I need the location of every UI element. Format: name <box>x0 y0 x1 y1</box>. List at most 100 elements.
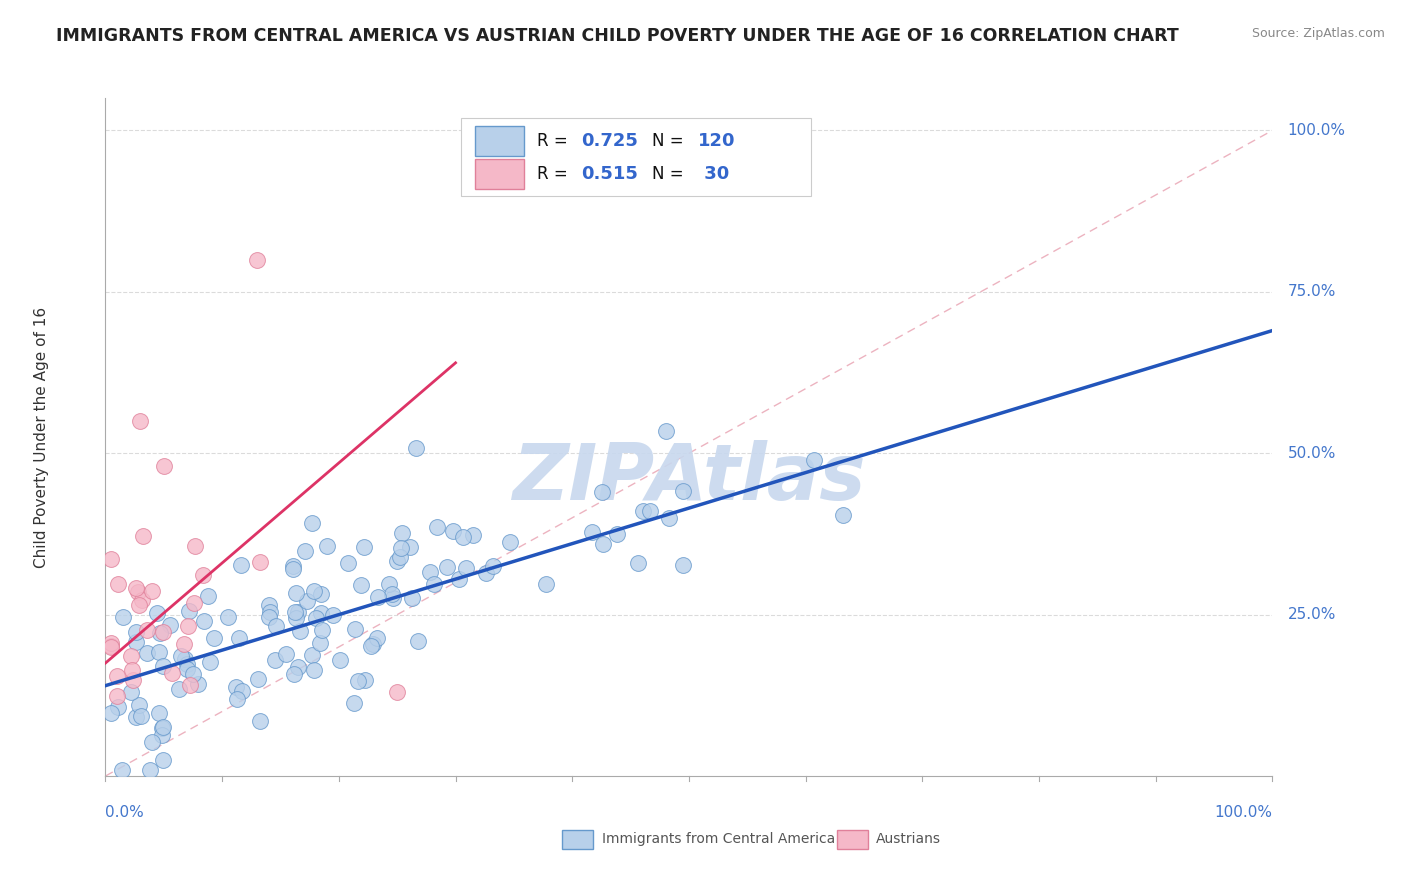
Text: Source: ZipAtlas.com: Source: ZipAtlas.com <box>1251 27 1385 40</box>
Point <box>197 589 219 603</box>
Point <box>263 653 285 667</box>
Point <box>419 565 441 579</box>
Point <box>177 604 200 618</box>
Point <box>138 763 160 777</box>
Point <box>136 646 159 660</box>
Point <box>302 583 325 598</box>
Point <box>148 645 170 659</box>
Point <box>167 681 190 696</box>
Text: 120: 120 <box>699 132 735 150</box>
Point <box>832 508 855 522</box>
Point <box>120 685 142 699</box>
Point <box>311 623 333 637</box>
Point <box>259 606 281 620</box>
Point <box>672 483 695 498</box>
Point <box>266 619 288 633</box>
Text: N =: N = <box>651 132 689 150</box>
Text: 100.0%: 100.0% <box>1215 805 1272 820</box>
Point <box>309 607 332 621</box>
Point <box>173 637 195 651</box>
Point <box>284 605 307 619</box>
Point <box>202 631 225 645</box>
Point <box>655 424 678 438</box>
Text: ZIPAtlas: ZIPAtlas <box>512 440 866 516</box>
Point <box>499 535 522 549</box>
Point <box>360 639 382 653</box>
Point <box>111 763 134 777</box>
Point <box>353 541 375 555</box>
Point <box>231 684 253 698</box>
Point <box>246 252 269 267</box>
Point <box>127 585 149 599</box>
Point <box>125 625 148 640</box>
Point <box>290 624 312 638</box>
Text: Austrians: Austrians <box>876 832 941 847</box>
Point <box>329 653 352 667</box>
Point <box>436 560 458 574</box>
Point <box>456 561 478 575</box>
Point <box>638 504 661 518</box>
Point <box>475 566 498 581</box>
Point <box>100 706 122 721</box>
Point <box>285 586 308 600</box>
FancyBboxPatch shape <box>475 126 524 156</box>
Point <box>276 647 298 661</box>
Point <box>152 459 174 474</box>
Text: 50.0%: 50.0% <box>1288 446 1336 461</box>
Text: IMMIGRANTS FROM CENTRAL AMERICA VS AUSTRIAN CHILD POVERTY UNDER THE AGE OF 16 CO: IMMIGRANTS FROM CENTRAL AMERICA VS AUSTR… <box>56 27 1180 45</box>
Point <box>257 598 280 612</box>
Point <box>302 663 325 677</box>
Point <box>447 572 470 586</box>
Point <box>120 649 142 664</box>
Point <box>247 673 270 687</box>
Point <box>605 527 627 541</box>
Point <box>131 593 153 607</box>
Point <box>107 577 129 591</box>
Point <box>149 625 172 640</box>
Point <box>581 525 603 540</box>
Point <box>354 673 377 687</box>
Point <box>193 615 215 629</box>
Point <box>249 714 271 728</box>
Text: 25.0%: 25.0% <box>1288 607 1336 622</box>
Point <box>309 587 332 601</box>
Point <box>322 607 344 622</box>
Point <box>301 648 323 663</box>
Point <box>295 594 318 608</box>
FancyBboxPatch shape <box>461 119 811 196</box>
Point <box>226 692 249 706</box>
Point <box>391 525 413 540</box>
Text: R =: R = <box>537 132 574 150</box>
Text: N =: N = <box>651 165 689 183</box>
Point <box>592 537 614 551</box>
Point <box>150 728 173 742</box>
Point <box>128 698 150 712</box>
Point <box>148 706 170 720</box>
Point <box>173 652 195 666</box>
Point <box>229 558 252 573</box>
Point <box>107 700 129 714</box>
Point <box>121 673 143 688</box>
Point <box>228 632 250 646</box>
Point <box>191 567 214 582</box>
Point <box>129 414 152 428</box>
Point <box>633 504 655 518</box>
Point <box>803 453 825 467</box>
Point <box>463 527 485 541</box>
Point <box>284 611 307 625</box>
Point <box>316 539 339 553</box>
Point <box>309 635 332 649</box>
Point <box>536 576 558 591</box>
Point <box>658 511 681 525</box>
Point <box>305 611 328 625</box>
Point <box>350 578 373 592</box>
Point <box>159 617 181 632</box>
Point <box>100 552 122 566</box>
Point <box>343 622 366 636</box>
FancyBboxPatch shape <box>475 159 524 189</box>
Point <box>591 484 613 499</box>
Point <box>105 668 128 682</box>
Point <box>387 554 409 568</box>
Point <box>183 539 205 553</box>
Text: 0.725: 0.725 <box>582 132 638 150</box>
